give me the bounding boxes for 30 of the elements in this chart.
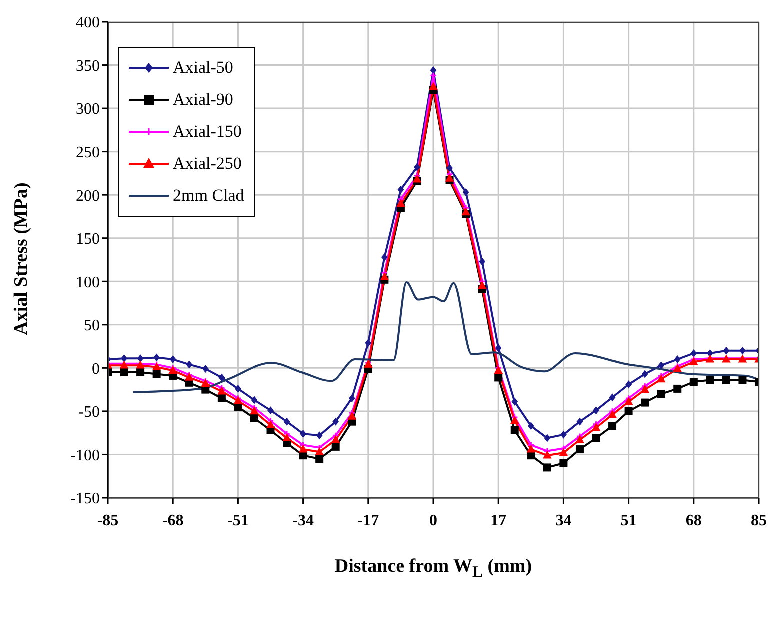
legend-label: Axial-90: [173, 90, 234, 110]
legend-label: 2mm Clad: [173, 186, 244, 206]
y-tick-label: 0: [92, 360, 100, 378]
y-tick-label: -100: [70, 447, 100, 464]
y-axis-title: Axial Stress (MPa): [11, 182, 33, 338]
legend-label: Axial-50: [173, 58, 234, 78]
x-tick-label: -68: [162, 512, 184, 530]
y-tick-label: 300: [76, 101, 100, 118]
legend-label: Axial-150: [173, 122, 242, 142]
y-tick-label: -50: [78, 404, 100, 422]
y-tick-label: 350: [76, 58, 100, 75]
y-tick-label: 100: [76, 274, 100, 292]
x-tick-label: 0: [430, 512, 438, 530]
x-tick-label: 34: [556, 512, 572, 530]
x-tick-label: -34: [292, 512, 314, 530]
y-tick-label: 150: [76, 231, 100, 248]
y-tick-label: 50: [84, 318, 100, 335]
x-tick-label: 85: [751, 512, 767, 530]
legend-label: Axial-250: [173, 154, 242, 174]
y-tick-label: 200: [76, 188, 100, 205]
y-tick-label: -150: [70, 490, 100, 508]
y-tick-label: 400: [76, 14, 100, 32]
x-tick-label: -85: [97, 512, 119, 530]
x-tick-label: 17: [490, 512, 507, 530]
x-axis-title: Distance from W$_{L}$ (mm): [334, 556, 534, 582]
x-tick-label: 51: [620, 512, 637, 530]
x-tick-label: -17: [358, 512, 380, 530]
x-tick-label: -51: [228, 512, 249, 530]
x-tick-label: 68: [686, 512, 702, 530]
y-tick-label: 250: [76, 144, 100, 162]
